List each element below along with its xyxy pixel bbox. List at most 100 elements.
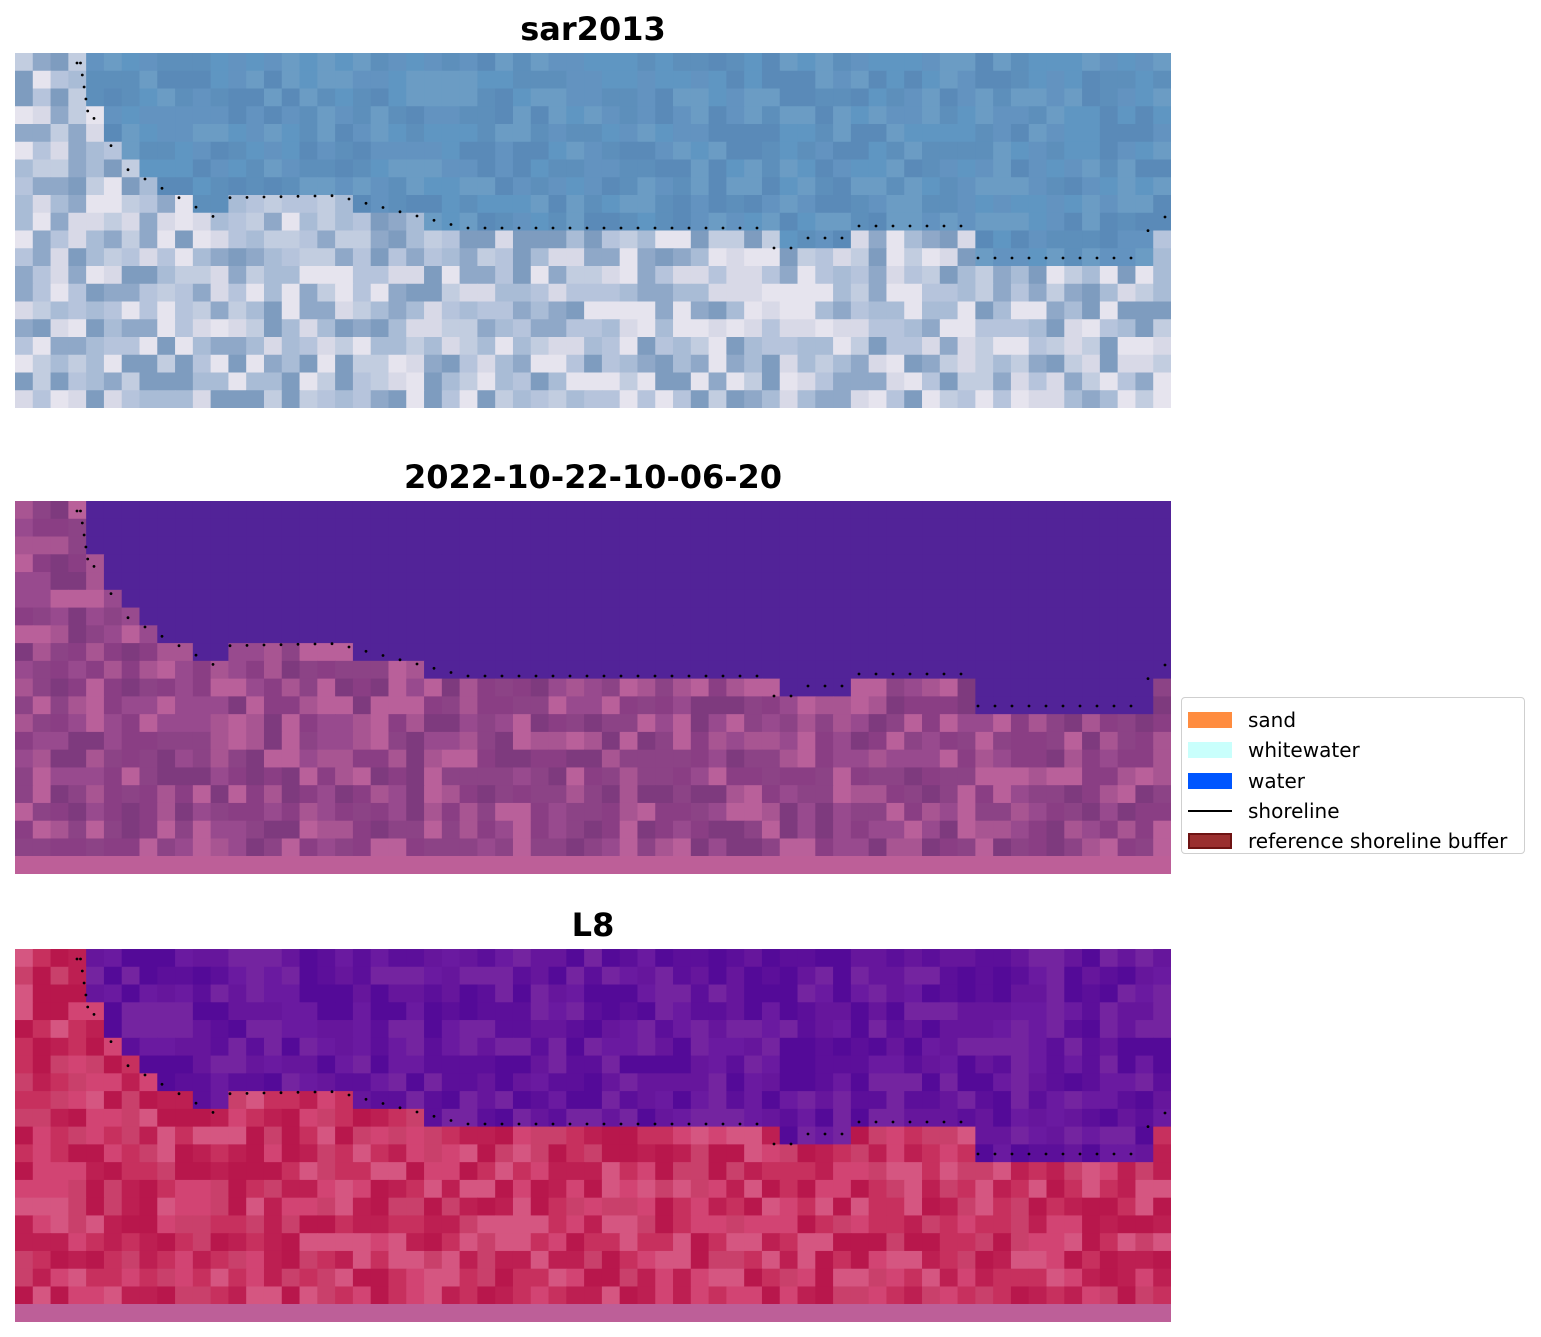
raster-cell xyxy=(210,283,230,303)
raster-cell xyxy=(673,660,692,680)
raster-cell xyxy=(761,1073,781,1092)
raster-cell xyxy=(637,966,656,986)
raster-cell xyxy=(246,124,265,143)
raster-cell xyxy=(406,390,425,408)
raster-cell xyxy=(459,1233,478,1252)
raster-cell xyxy=(833,572,852,591)
raster-cell xyxy=(459,1250,478,1270)
raster-cell xyxy=(1082,1179,1101,1199)
raster-cell xyxy=(281,1002,301,1021)
raster-cell xyxy=(566,660,585,680)
raster-cell xyxy=(68,266,87,285)
raster-cell xyxy=(512,536,532,555)
raster-cell xyxy=(50,159,69,178)
raster-cell xyxy=(317,607,336,626)
shoreline-dot xyxy=(75,61,79,65)
raster-cell xyxy=(495,88,514,107)
raster-cell xyxy=(815,696,834,715)
raster-cell xyxy=(477,283,496,303)
raster-cell xyxy=(103,1020,123,1039)
raster-cell xyxy=(601,70,621,90)
raster-cell xyxy=(922,1037,941,1057)
raster-cell xyxy=(619,966,639,986)
raster-cell xyxy=(157,177,176,196)
raster-cell xyxy=(708,177,727,196)
raster-cell xyxy=(175,1091,194,1110)
raster-cell xyxy=(1099,518,1119,538)
raster-cell xyxy=(1135,607,1154,626)
raster-cell xyxy=(299,678,318,697)
raster-cell xyxy=(192,1037,212,1057)
raster-cell xyxy=(850,501,870,520)
raster-cell xyxy=(815,767,834,786)
raster-cell xyxy=(601,53,621,72)
raster-cell xyxy=(957,749,976,769)
shoreline-dot xyxy=(398,658,402,662)
raster-cell xyxy=(246,714,265,733)
raster-cell xyxy=(86,1268,105,1288)
raster-cell xyxy=(68,838,87,857)
raster-cell xyxy=(406,802,425,822)
raster-cell xyxy=(32,1162,52,1181)
raster-cell xyxy=(601,802,621,822)
raster-cell xyxy=(548,390,567,408)
raster-cell xyxy=(530,124,550,143)
raster-cell xyxy=(352,1268,372,1288)
raster-cell xyxy=(228,1020,247,1039)
raster-cell xyxy=(1117,1020,1137,1039)
raster-cell xyxy=(175,984,194,1003)
raster-cell xyxy=(121,785,141,804)
raster-cell xyxy=(939,785,959,804)
raster-cell xyxy=(1064,70,1083,90)
raster-cell xyxy=(424,230,443,249)
raster-cell xyxy=(1099,536,1119,555)
raster-cell xyxy=(1135,248,1154,267)
raster-cell xyxy=(1135,1162,1154,1181)
raster-cell xyxy=(566,124,585,143)
raster-cell xyxy=(815,248,834,267)
raster-cell xyxy=(1046,966,1065,986)
raster-cell xyxy=(210,625,230,644)
raster-cell xyxy=(246,607,265,626)
raster-cell xyxy=(192,518,212,538)
raster-cell xyxy=(1117,536,1137,555)
raster-cell xyxy=(32,802,52,822)
shoreline-dot xyxy=(823,1132,827,1136)
raster-cell xyxy=(103,106,123,125)
raster-cell xyxy=(335,53,354,72)
shoreline-dot xyxy=(211,1111,215,1114)
raster-cell xyxy=(103,767,123,786)
shoreline-dot xyxy=(976,704,980,708)
raster-cell xyxy=(157,802,176,822)
shoreline-dot xyxy=(398,1106,402,1110)
raster-cell xyxy=(761,248,781,267)
raster-cell xyxy=(530,1233,550,1252)
raster-cell xyxy=(32,518,52,538)
raster-cell xyxy=(477,212,496,232)
raster-cell xyxy=(263,354,283,374)
raster-cell xyxy=(424,70,443,90)
raster-cell xyxy=(726,1073,745,1092)
raster-cell xyxy=(32,1286,52,1305)
raster-cell xyxy=(744,159,763,178)
raster-cell xyxy=(1064,212,1083,232)
raster-cell xyxy=(210,966,230,986)
raster-cell xyxy=(690,1233,710,1252)
raster-cell xyxy=(175,767,194,786)
raster-cell xyxy=(601,390,621,408)
raster-cell xyxy=(1064,607,1083,626)
raster-cell xyxy=(281,984,301,1003)
raster-cell xyxy=(1082,70,1101,90)
shoreline-dot xyxy=(891,672,895,676)
raster-cell xyxy=(263,607,283,626)
raster-cell xyxy=(904,572,923,591)
raster-cell xyxy=(228,501,247,520)
raster-cell xyxy=(299,319,318,338)
raster-cell xyxy=(175,1020,194,1039)
raster-cell xyxy=(548,1073,567,1092)
raster-cell xyxy=(157,1268,176,1288)
raster-cell xyxy=(797,949,816,968)
raster-cell xyxy=(424,1268,443,1288)
raster-cell xyxy=(779,589,799,609)
raster-cell xyxy=(673,70,692,90)
